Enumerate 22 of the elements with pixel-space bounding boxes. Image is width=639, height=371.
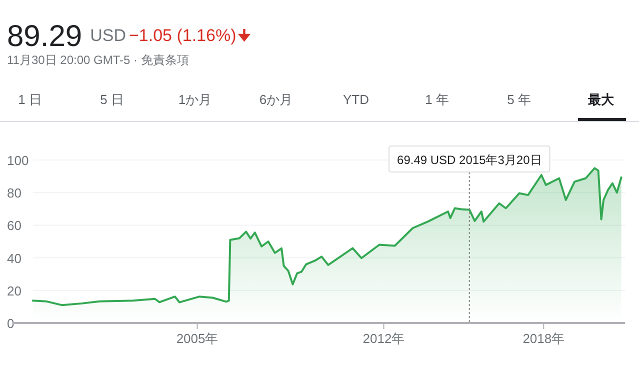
text: YTD — [343, 92, 369, 107]
chart-title: 89.29 — [7, 20, 82, 53]
text: 5 年 — [507, 92, 531, 107]
y-tick-label: 0 — [7, 316, 14, 331]
text: 6か月 — [259, 92, 293, 107]
y-tick-label: 80 — [7, 186, 22, 201]
text: 5 日 — [100, 92, 124, 107]
text: 1 年 — [425, 92, 449, 107]
x-tick-label: 2018年 — [522, 331, 565, 346]
y-tick-label: 60 — [7, 218, 22, 234]
text: −1.05 (1.16%) — [128, 26, 236, 45]
y-tick-label: 40 — [7, 250, 22, 266]
ref-line-label: 69.49 USD 2015年3月20日 — [397, 153, 542, 167]
text: 1 日 — [18, 92, 42, 107]
text: 1か月 — [178, 92, 212, 107]
text: 最大 — [587, 92, 615, 107]
text: USD — [90, 26, 126, 45]
y-tick-label: 20 — [7, 283, 22, 298]
x-tick-label: 2012年 — [362, 331, 405, 346]
chart-subtitle: 11月30日 20:00 GMT-5 · 免責条項 — [7, 53, 189, 67]
y-tick-label: 100 — [7, 153, 29, 168]
x-tick-label: 2005年 — [176, 331, 218, 346]
